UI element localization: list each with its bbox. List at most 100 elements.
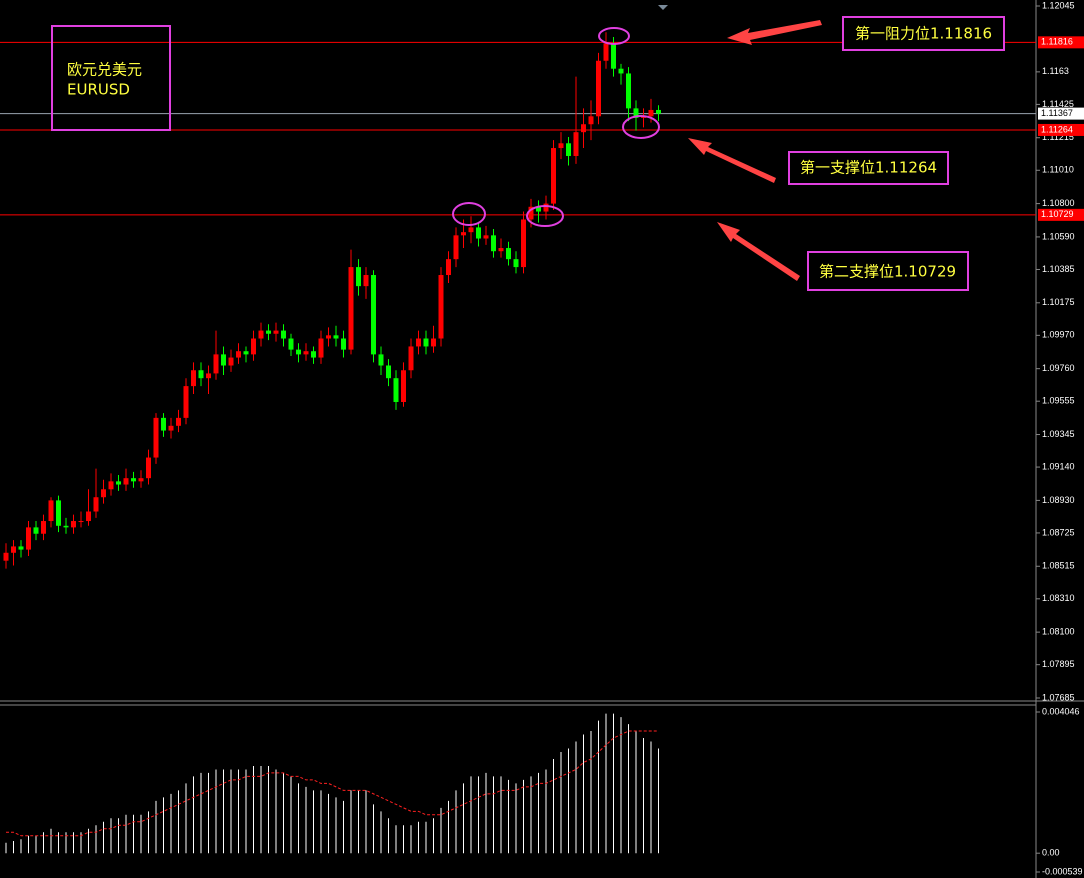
candle-body: [221, 354, 226, 366]
y-tick-label: 1.08725: [1042, 527, 1075, 537]
candle-body: [543, 203, 549, 212]
candle-body: [108, 481, 114, 490]
candle-body: [476, 227, 481, 239]
y-tick-label: 1.08310: [1042, 593, 1075, 603]
candle-body: [281, 330, 286, 339]
candle-body: [558, 143, 564, 149]
candle-body: [33, 527, 39, 534]
candle-body: [596, 60, 601, 117]
y-tick-label: 1.07895: [1042, 659, 1075, 669]
candle-body: [438, 275, 444, 339]
candle-body: [168, 425, 174, 431]
candle-body: [461, 232, 466, 236]
annotation-box: [842, 16, 1005, 51]
candle-body: [551, 148, 556, 204]
candle-body: [348, 267, 354, 350]
candle-body: [116, 481, 121, 485]
annotation: 第二支撑位1.10729: [819, 263, 956, 281]
candle-body: [326, 335, 331, 339]
candle-body: [78, 521, 84, 523]
candle-body: [416, 338, 421, 347]
candle-body: [213, 354, 219, 374]
candle-body: [401, 370, 406, 402]
candle-body: [536, 206, 541, 212]
y-tick-label: 1.09555: [1042, 396, 1075, 406]
candle-body: [453, 235, 459, 260]
candle-body: [93, 497, 99, 512]
candle-body: [393, 378, 399, 402]
chart-subtitle: EURUSD: [67, 81, 130, 99]
y-tick-label: 1.1163: [1042, 66, 1069, 76]
y-tick-label: 1.07685: [1042, 692, 1075, 702]
annotation-box: [788, 151, 949, 185]
candle-body: [228, 357, 234, 366]
y-tick-label: 1.11215: [1042, 132, 1074, 142]
candle-body: [146, 457, 151, 479]
candle-body: [3, 552, 9, 561]
candle-body: [528, 206, 534, 220]
y-tick-label: 1.09140: [1042, 461, 1075, 471]
price-tag: [1038, 36, 1084, 49]
candle-body: [266, 330, 271, 334]
candle-body: [56, 500, 61, 526]
highlight-ellipse: [598, 27, 630, 45]
candle-body: [258, 330, 264, 339]
arrow: [717, 222, 800, 281]
y-tick-label: -0.000539: [1042, 866, 1083, 876]
arrow: [688, 138, 776, 183]
candle-body: [48, 500, 54, 522]
y-tick-label: 1.08515: [1042, 561, 1075, 571]
candle-body: [101, 489, 106, 498]
candle-body: [183, 386, 189, 418]
candle-body: [611, 43, 616, 69]
candle-body: [86, 511, 91, 522]
candle-body: [161, 417, 166, 431]
y-tick-label: 1.08100: [1042, 627, 1075, 637]
candle-body: [153, 417, 159, 458]
candle-body: [26, 527, 31, 550]
candle-body: [236, 351, 241, 358]
candle-body: [311, 351, 316, 358]
highlight-ellipse: [452, 202, 486, 226]
candle-body: [386, 365, 391, 379]
candle-body: [648, 109, 654, 117]
candle-body: [626, 73, 631, 109]
candle-body: [573, 132, 579, 156]
y-tick-label: 1.10385: [1042, 264, 1075, 274]
candle-body: [11, 546, 16, 553]
y-tick-label: 1.10175: [1042, 297, 1075, 307]
candle-body: [273, 330, 279, 334]
signal-line: [6, 730, 659, 837]
candle-body: [378, 354, 384, 366]
chart-title: 欧元兑美元: [67, 61, 142, 79]
highlight-ellipse: [622, 115, 660, 139]
candle-body: [581, 124, 586, 133]
candle-body: [566, 143, 571, 156]
candle-body: [603, 43, 609, 61]
candle-body: [468, 227, 474, 233]
candle-body: [191, 370, 196, 387]
candle-body: [506, 248, 511, 260]
scroll-marker: [658, 5, 668, 10]
candle-body: [431, 338, 436, 347]
price-tag: [1038, 208, 1084, 221]
annotation: 第一阻力位1.11816: [855, 25, 992, 43]
candle-body: [303, 351, 309, 355]
y-tick-label: 1.12045: [1042, 0, 1075, 10]
candle-body: [633, 108, 639, 118]
candle-body: [408, 346, 414, 371]
annotation-box: [807, 251, 969, 291]
arrows: [688, 20, 822, 281]
candle-body: [251, 338, 256, 355]
candle-body: [521, 219, 526, 268]
y-tick-label: 1.08930: [1042, 495, 1075, 505]
candle-body: [588, 116, 594, 125]
candle-body: [356, 267, 361, 287]
candle-body: [318, 338, 324, 358]
y-tick-label: 1.11425: [1042, 99, 1074, 109]
y-tick-label: 1.09760: [1042, 363, 1075, 373]
candle-body: [131, 478, 136, 482]
